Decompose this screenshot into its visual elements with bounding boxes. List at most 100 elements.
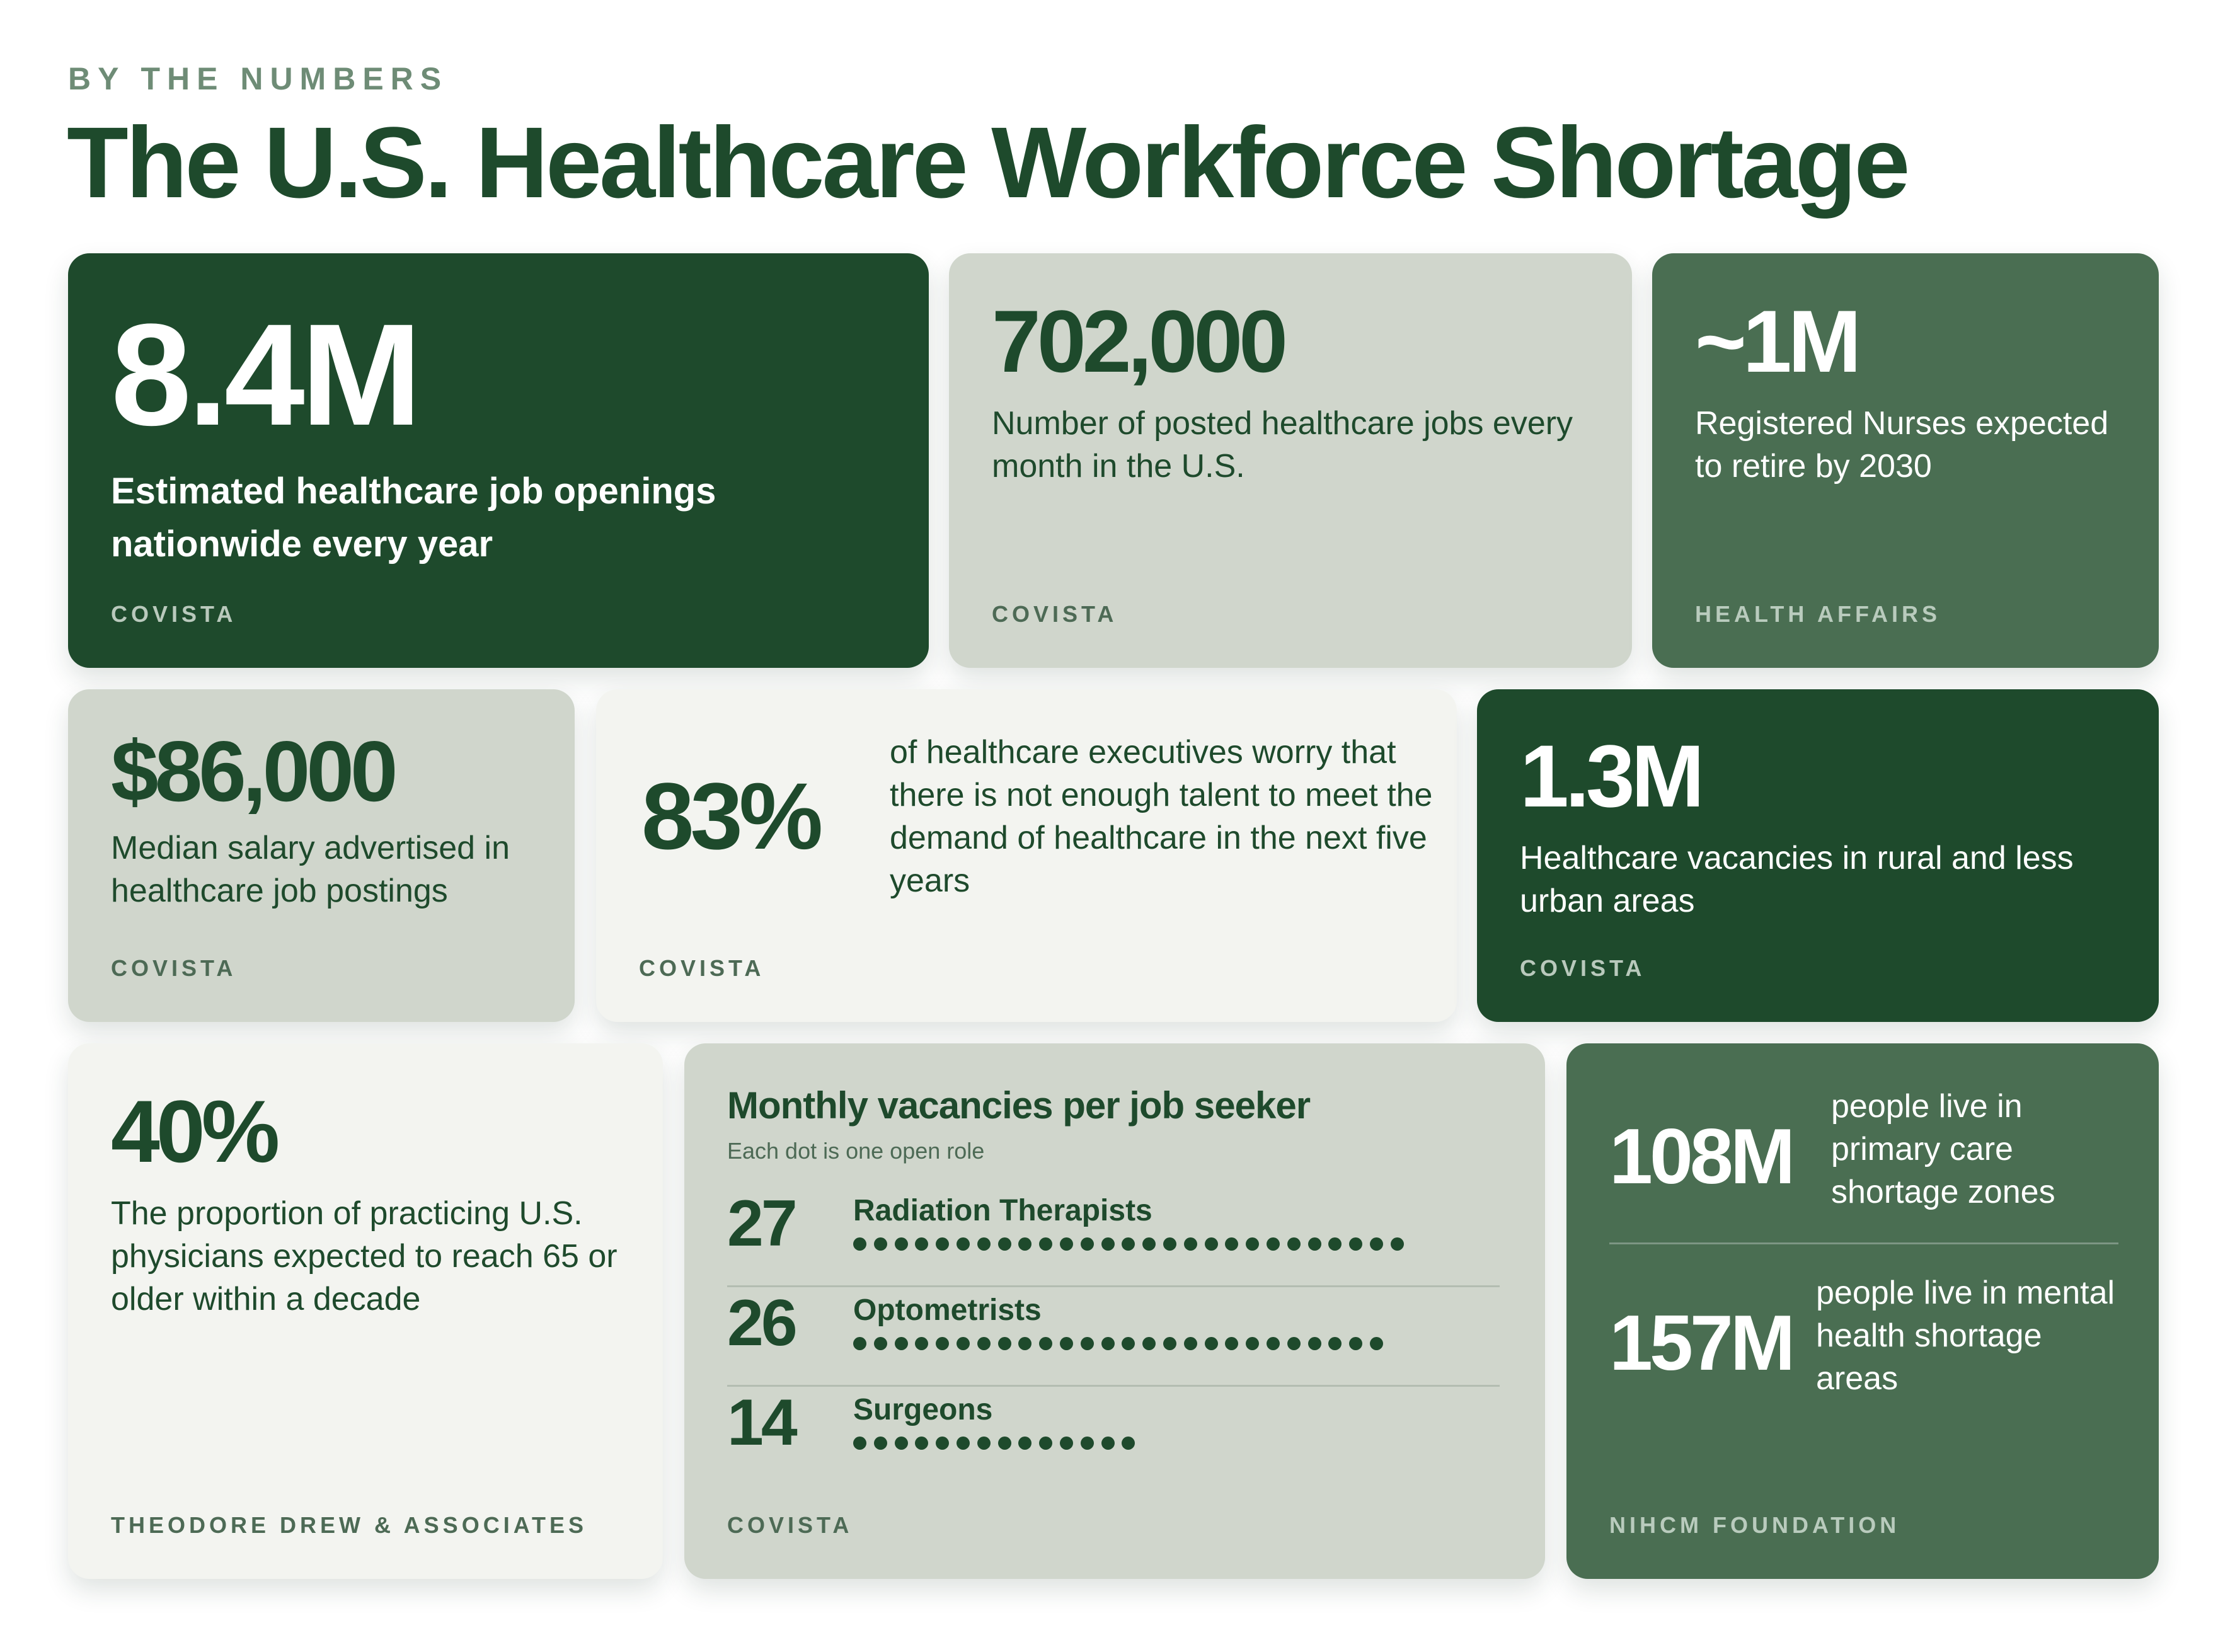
- chart-dot: [977, 1237, 991, 1251]
- chart-dot: [1142, 1237, 1156, 1251]
- chart-dot: [1101, 1437, 1115, 1450]
- stat-value: 40%: [111, 1082, 280, 1181]
- chart-dot: [873, 1437, 887, 1450]
- chart-dot: [1018, 1437, 1032, 1450]
- chart-dot: [1225, 1237, 1239, 1251]
- chart-dot: [936, 1337, 950, 1350]
- chart-dot: [1369, 1337, 1383, 1350]
- chart-dot-row: [853, 1337, 1483, 1352]
- chart-dot: [853, 1237, 866, 1251]
- divider: [1609, 1242, 2118, 1244]
- chart-dot: [1039, 1437, 1053, 1450]
- mental-health-value: 157M: [1609, 1300, 1795, 1387]
- stat-source: THEODORE DREW & ASSOCIATES: [111, 1512, 588, 1538]
- chart-dot: [873, 1337, 887, 1350]
- chart-dot: [1163, 1237, 1176, 1251]
- chart-dot: [1080, 1437, 1094, 1450]
- card-job-openings: 8.4M Estimated healthcare job openings n…: [68, 253, 929, 668]
- chart-dot: [1287, 1337, 1301, 1350]
- chart-dot: [936, 1437, 950, 1450]
- chart-dot: [1080, 1337, 1094, 1350]
- chart-dot: [1328, 1337, 1342, 1350]
- chart-dot: [915, 1437, 929, 1450]
- card-median-salary: $86,000 Median salary advertised in heal…: [68, 689, 575, 1022]
- stat-description: Estimated healthcare job openings nation…: [111, 471, 716, 565]
- chart-dot: [1390, 1237, 1404, 1251]
- chart-dot: [1039, 1237, 1053, 1251]
- chart-dot: [853, 1437, 866, 1450]
- chart-dot: [1246, 1337, 1260, 1350]
- chart-dot: [997, 1337, 1011, 1350]
- chart-dot: [1204, 1337, 1218, 1350]
- card-physicians: 40% The proportion of practicing U.S. ph…: [68, 1043, 663, 1579]
- chart-dot: [1225, 1337, 1239, 1350]
- stat-value: 8.4M: [111, 294, 422, 456]
- chart-dot: [1369, 1237, 1383, 1251]
- stat-description: of healthcare executives worry that ther…: [890, 734, 1433, 899]
- chart-row: 27 Radiation Therapists: [727, 1186, 1500, 1287]
- chart-dot: [873, 1237, 887, 1251]
- primary-care-description: people live in primary care shortage zon…: [1831, 1088, 2055, 1210]
- card-shortage-areas: 108M people live in primary care shortag…: [1566, 1043, 2159, 1579]
- stat-description: Number of posted healthcare jobs every m…: [992, 405, 1573, 485]
- card-job-postings: 702,000 Number of posted healthcare jobs…: [949, 253, 1632, 668]
- stat-value: $86,000: [111, 723, 398, 819]
- primary-care-value: 108M: [1609, 1113, 1795, 1200]
- chart-source: COVISTA: [727, 1512, 853, 1538]
- chart-dot: [956, 1337, 970, 1350]
- chart-title: Monthly vacancies per job seeker: [727, 1084, 1311, 1127]
- stat-source: COVISTA: [639, 955, 765, 981]
- chart-value-label: 27: [727, 1187, 798, 1260]
- chart-dot: [915, 1337, 929, 1350]
- stat-source: COVISTA: [111, 601, 237, 627]
- chart-dot: [1122, 1437, 1135, 1450]
- chart-dot: [977, 1437, 991, 1450]
- card-executives: 83% of healthcare executives worry that …: [596, 689, 1457, 1022]
- chart-category-label: Optometrists: [853, 1293, 1042, 1327]
- chart-dot: [894, 1437, 908, 1450]
- chart-dot: [853, 1337, 866, 1350]
- stat-value: 83%: [641, 763, 823, 869]
- chart-dot-row: [853, 1437, 1483, 1452]
- card-nurses: ~1M Registered Nurses expected to retire…: [1652, 253, 2159, 668]
- chart-dot: [1142, 1337, 1156, 1350]
- chart-dot: [915, 1237, 929, 1251]
- chart-dot: [1101, 1337, 1115, 1350]
- chart-dot: [956, 1437, 970, 1450]
- stat-source: COVISTA: [1520, 955, 1646, 981]
- chart-dot: [1183, 1337, 1197, 1350]
- chart-dot-row: [853, 1237, 1483, 1253]
- chart-dot: [1059, 1437, 1073, 1450]
- chart-dot: [997, 1237, 1011, 1251]
- chart-dot: [1018, 1237, 1032, 1251]
- chart-dot: [1266, 1337, 1280, 1350]
- stat-description: Healthcare vacancies in rural and less u…: [1520, 840, 2074, 919]
- chart-dot: [1204, 1237, 1218, 1251]
- stat-value: 1.3M: [1520, 726, 1704, 825]
- stat-source: HEALTH AFFAIRS: [1695, 601, 1941, 627]
- chart-dot: [1122, 1337, 1135, 1350]
- chart-dot: [936, 1237, 950, 1251]
- stat-value: ~1M: [1695, 292, 1861, 391]
- page-title: The U.S. Healthcare Workforce Shortage: [67, 106, 1910, 219]
- chart-dot: [894, 1237, 908, 1251]
- chart-dot: [1080, 1237, 1094, 1251]
- chart-dot: [1246, 1237, 1260, 1251]
- chart-subtitle: Each dot is one open role: [727, 1138, 985, 1164]
- chart-dot: [1018, 1337, 1032, 1350]
- chart-dot: [1349, 1237, 1363, 1251]
- chart-dot: [1287, 1237, 1301, 1251]
- chart-dot: [1266, 1237, 1280, 1251]
- chart-row: 26 Optometrists: [727, 1285, 1500, 1387]
- stat-description: Registered Nurses expected to retire by …: [1695, 405, 2109, 485]
- chart-dot: [1163, 1337, 1176, 1350]
- chart-dot: [1349, 1337, 1363, 1350]
- chart-row: 14 Surgeons: [727, 1385, 1500, 1484]
- chart-category-label: Surgeons: [853, 1393, 993, 1426]
- chart-dot: [1122, 1237, 1135, 1251]
- chart-dot: [1059, 1337, 1073, 1350]
- chart-dot: [997, 1437, 1011, 1450]
- stat-source: COVISTA: [111, 955, 237, 981]
- chart-value-label: 14: [727, 1386, 798, 1459]
- section-kicker: BY THE NUMBERS: [68, 61, 449, 96]
